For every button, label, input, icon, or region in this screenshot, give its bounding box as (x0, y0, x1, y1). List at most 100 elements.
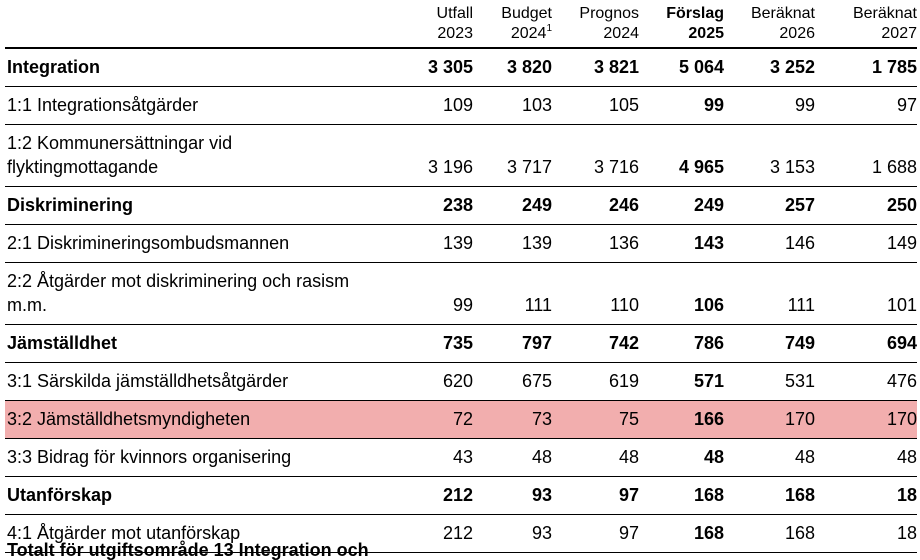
label-line: m.m. (7, 295, 47, 315)
value-cell: 75 (552, 400, 639, 439)
value-cell: 111 (473, 262, 552, 325)
footnote-marker: 1 (546, 23, 552, 34)
value-cell: 97 (815, 86, 917, 125)
value-cell: 18 (815, 476, 917, 515)
table-body: Integration 3 305 3 820 3 821 5 064 3 252 1 78… (5, 48, 917, 553)
group-row: Utanförskap 212 93 97 168 168 18 (5, 476, 917, 515)
column-header-top: Förslag (666, 5, 724, 22)
value-cell: 3 821 (552, 48, 639, 87)
value-cell: 249 (639, 186, 724, 225)
value-cell: 105 (552, 86, 639, 125)
value-cell: 103 (473, 86, 552, 125)
value-cell: 146 (724, 224, 815, 263)
row-label: Utanförskap (5, 476, 410, 515)
value-cell: 110 (552, 262, 639, 325)
label-line: 3:1 Särskilda jämställdhetsåtgärder (7, 371, 289, 391)
value-cell: 742 (552, 324, 639, 363)
item-row: 2:2 Åtgärder mot diskriminering och rasi… (5, 262, 917, 325)
value-cell: 3 196 (410, 124, 473, 187)
value-cell: 476 (815, 362, 917, 401)
value-cell: 168 (639, 514, 724, 553)
value-cell: 48 (815, 438, 917, 477)
header-blank (5, 4, 410, 49)
value-cell: 93 (473, 476, 552, 515)
label-line: 3:3 Bidrag för kvinnors organisering (7, 447, 292, 467)
value-cell: 168 (639, 476, 724, 515)
value-cell: 99 (410, 262, 473, 325)
row-label: 3:2 Jämställdhetsmyndigheten (5, 400, 410, 439)
value-cell: 675 (473, 362, 552, 401)
value-cell: 99 (724, 86, 815, 125)
value-cell: 136 (552, 224, 639, 263)
value-cell: 97 (552, 476, 639, 515)
column-header-bottom: 2026 (779, 25, 815, 42)
column-header: Prognos 2024 (552, 4, 639, 49)
column-header-bottom: 2027 (881, 25, 917, 42)
value-cell: 170 (724, 400, 815, 439)
value-cell: 3 717 (473, 124, 552, 187)
value-cell: 249 (473, 186, 552, 225)
value-cell: 735 (410, 324, 473, 363)
row-label: 3:3 Bidrag för kvinnors organisering (5, 438, 410, 477)
value-cell: 166 (639, 400, 724, 439)
row-label: 2:1 Diskrimineringsombudsmannen (5, 224, 410, 263)
header-row: Utfall 2023 Budget 20241 Prognos 2024 Förslag 2… (5, 4, 917, 49)
row-label: 1:1 Integrationsåtgärder (5, 86, 410, 125)
column-header-top: Beräknat (852, 5, 917, 22)
value-cell: 139 (410, 224, 473, 263)
row-label: 1:2 Kommunersättningar vid flyktingmottag… (5, 124, 410, 187)
label-line: 1:2 Kommunersättningar vid (7, 133, 233, 153)
group-row: Diskriminering 238 249 246 249 257 250 (5, 186, 917, 225)
column-header-top: Utfall (436, 5, 473, 22)
label-line: flyktingmottagande (7, 157, 159, 177)
label-line: 3:2 Jämställdhetsmyndigheten (7, 409, 251, 429)
value-cell: 72 (410, 400, 473, 439)
value-cell: 5 064 (639, 48, 724, 87)
value-cell: 3 305 (410, 48, 473, 87)
label-line: 1:1 Integrationsåtgärder (7, 95, 199, 115)
value-cell: 18 (815, 514, 917, 553)
value-cell: 101 (815, 262, 917, 325)
total-label: Totalt för utgiftsområde 13 Integration … (7, 540, 369, 560)
value-cell: 257 (724, 186, 815, 225)
value-cell: 48 (473, 438, 552, 477)
value-cell: 620 (410, 362, 473, 401)
column-header-bottom: 2025 (688, 25, 724, 42)
item-row: 3:1 Särskilda jämställdhetsåtgärder 620 67… (5, 362, 917, 401)
value-cell: 4 965 (639, 124, 724, 187)
value-cell: 3 252 (724, 48, 815, 87)
value-cell: 168 (724, 476, 815, 515)
value-cell: 106 (639, 262, 724, 325)
row-label: Diskriminering (5, 186, 410, 225)
value-cell: 73 (473, 400, 552, 439)
value-cell: 3 153 (724, 124, 815, 187)
row-label: Integration (5, 48, 410, 87)
value-cell: 139 (473, 224, 552, 263)
value-cell: 3 716 (552, 124, 639, 187)
value-cell: 149 (815, 224, 917, 263)
value-cell: 48 (724, 438, 815, 477)
row-label: 3:1 Särskilda jämställdhetsåtgärder (5, 362, 410, 401)
label-line: 2:2 Åtgärder mot diskriminering och rasi… (7, 271, 350, 291)
item-row: 1:2 Kommunersättningar vid flyktingmottag… (5, 124, 917, 187)
value-cell: 786 (639, 324, 724, 363)
value-cell: 168 (724, 514, 815, 553)
column-header-bottom: 2024 (510, 25, 547, 42)
group-row: Integration 3 305 3 820 3 821 5 064 3 252 1 78… (5, 48, 917, 87)
item-row: 1:1 Integrationsåtgärder 109 103 105 99 99 97 (5, 86, 917, 125)
column-header: Beräknat 2027 (815, 4, 917, 49)
row-label: Jämställdhet (5, 324, 410, 363)
value-cell: 48 (639, 438, 724, 477)
item-row: 4:1 Åtgärder mot utanförskap 212 93 97 168 16… (5, 514, 917, 553)
label-line: Jämställdhet (7, 333, 118, 353)
value-cell: 99 (639, 86, 724, 125)
column-header-top: Budget (501, 5, 552, 22)
label-line: Integration (7, 57, 100, 77)
column-header-bottom: 2023 (437, 25, 473, 42)
label-line: Utanförskap (7, 485, 113, 505)
label-line: 4:1 Åtgärder mot utanförskap (7, 523, 241, 543)
value-cell: 250 (815, 186, 917, 225)
value-cell: 109 (410, 86, 473, 125)
value-cell: 619 (552, 362, 639, 401)
value-cell: 571 (639, 362, 724, 401)
